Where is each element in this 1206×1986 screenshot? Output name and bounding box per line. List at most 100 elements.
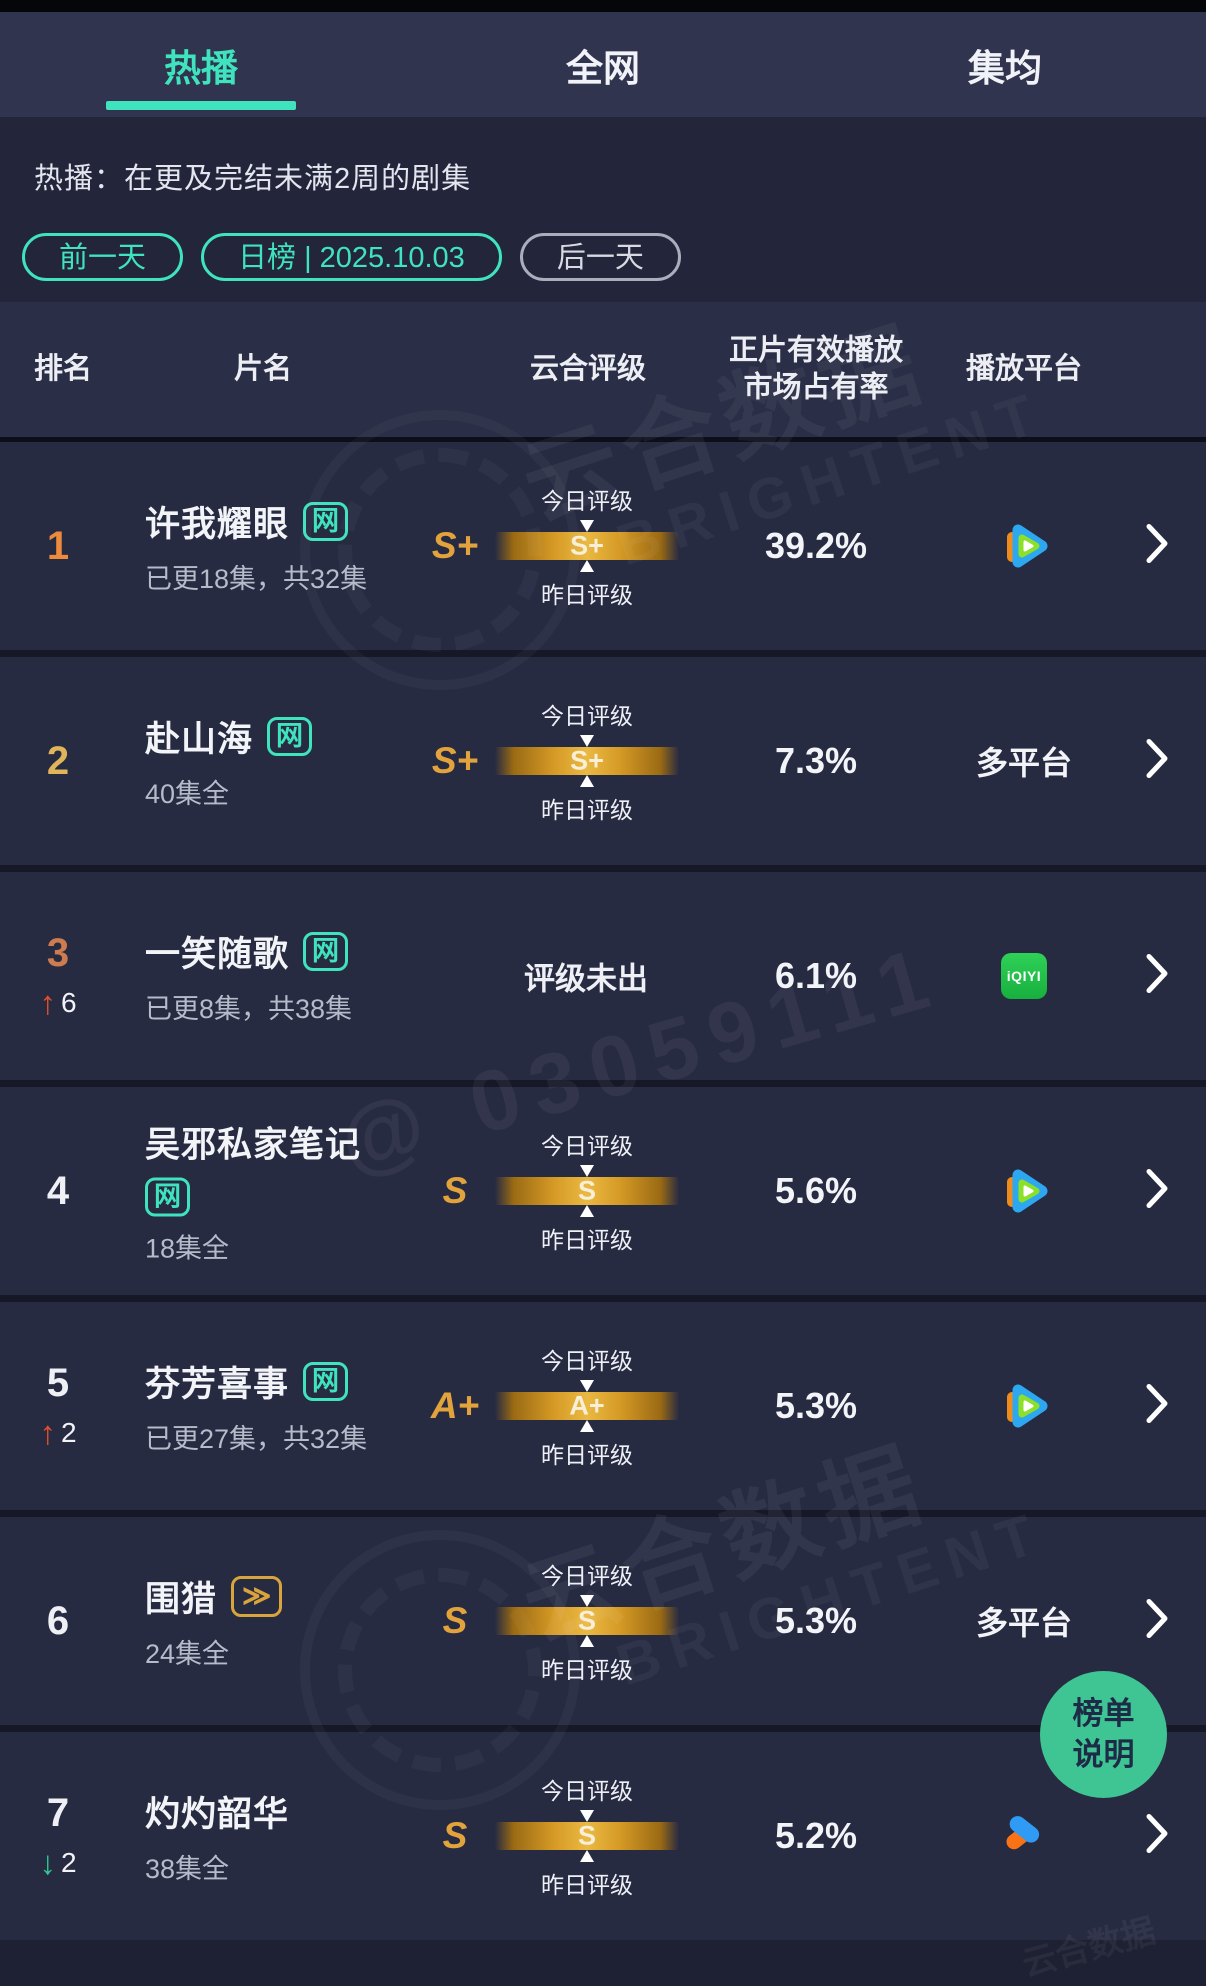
yesterday-rating-label: 昨日评级 [541, 1227, 633, 1253]
rating-bar: 今日评级 S+ 昨日评级 [495, 488, 679, 608]
status-bar [0, 0, 1206, 12]
ranking-list: 1 许我耀眼 网 已更18集，共32集 S+ 今日评级 S+ 昨日评级 39.2… [0, 442, 1206, 1940]
market-share-value: 5.3% [774, 1385, 858, 1426]
rating-grade: S+ [431, 525, 479, 566]
row-detail-chevron-icon[interactable] [1144, 1168, 1170, 1215]
drama-title: 许我耀眼 [145, 505, 290, 544]
drama-title: 一笑随歌 [145, 935, 290, 974]
today-rating-label: 今日评级 [541, 1563, 633, 1589]
today-rating-label: 今日评级 [541, 488, 633, 514]
episode-status: 已更18集，共32集 [145, 564, 368, 594]
tab-all-network[interactable]: 全网 [566, 47, 640, 89]
rating-grade: S [442, 1815, 468, 1856]
yesterday-rating-marker-icon [580, 1420, 594, 1432]
rank-number: 3 [46, 930, 70, 975]
platform-cell [997, 1164, 1051, 1218]
table-row[interactable]: 1 许我耀眼 网 已更18集，共32集 S+ 今日评级 S+ 昨日评级 39.2… [0, 442, 1206, 650]
tencent-video-icon [1007, 524, 1048, 568]
date-controls: 前一天 日榜 | 2025.10.03 后一天 [22, 233, 1206, 281]
row-detail-chevron-icon[interactable] [1144, 738, 1170, 785]
row-detail-chevron-icon[interactable] [1144, 1383, 1170, 1430]
market-share-value: 5.3% [774, 1600, 858, 1641]
tencent-video-icon [1007, 1384, 1048, 1428]
rank-number: 2 [46, 738, 70, 783]
tab-hot[interactable]: 热播 [164, 47, 238, 89]
table-row[interactable]: 5 ↑ 2 芬芳喜事 网 已更27集，共32集 A+ 今日评级 A+ 昨日评级 … [0, 1302, 1206, 1510]
table-header: 排名 片名 云合评级 正片有效播放 市场占有率 播放平台 [0, 302, 1206, 442]
web-drama-badge: 网 [303, 932, 349, 971]
filter-area: 热播：在更及完结未满2周的剧集 前一天 日榜 | 2025.10.03 后一天 [0, 117, 1206, 302]
table-row[interactable]: 4 吴邪私家笔记 网 18集全 S 今日评级 S 昨日评级 5.6% [0, 1087, 1206, 1295]
today-rating-label: 今日评级 [541, 1778, 633, 1804]
yesterday-rating-marker-icon [580, 1205, 594, 1217]
rating-grade: A+ [430, 1385, 480, 1426]
rating-bar: 今日评级 A+ 昨日评级 [495, 1348, 679, 1468]
row-detail-chevron-icon[interactable] [1144, 523, 1170, 570]
rating-bar: 今日评级 S+ 昨日评级 [495, 703, 679, 823]
next-day-button[interactable]: 后一天 [519, 233, 681, 281]
row-detail-chevron-icon[interactable] [1144, 953, 1170, 1000]
yesterday-rating-marker-icon [580, 1850, 594, 1862]
today-rating-label: 今日评级 [541, 703, 633, 729]
web-drama-badge: 网 [267, 717, 313, 756]
rank-trend: ↓ 2 [39, 1844, 76, 1882]
rank-number: 5 [46, 1360, 70, 1405]
no-rating-label: 评级未出 [524, 961, 648, 997]
episode-status: 已更27集，共32集 [145, 1424, 368, 1454]
rating-bar-grade: S [577, 1175, 597, 1206]
rank-up-icon: ↑ [39, 1413, 56, 1451]
date-rank-selector[interactable]: 日榜 | 2025.10.03 [201, 233, 502, 281]
drama-title: 围猎 [145, 1580, 218, 1619]
header-share: 正片有效播放 市场占有率 [728, 333, 904, 404]
previous-day-button[interactable]: 前一天 [22, 233, 184, 281]
yesterday-rating-marker-icon [580, 775, 594, 787]
today-rating-label: 今日评级 [541, 1348, 633, 1374]
tab-per-episode[interactable]: 集均 [968, 47, 1042, 89]
active-tab-underline [106, 101, 296, 110]
drama-title: 灼灼韶华 [145, 1795, 290, 1834]
platform-cell [997, 1379, 1051, 1433]
yesterday-rating-label: 昨日评级 [541, 1657, 633, 1683]
rating-bar: 今日评级 S 昨日评级 [495, 1563, 679, 1683]
web-drama-badge: 网 [303, 502, 349, 541]
table-row[interactable]: 2 赴山海 网 40集全 S+ 今日评级 S+ 昨日评级 7.3% 多平台 [0, 657, 1206, 865]
web-drama-badge: 网 [303, 1362, 349, 1401]
rank-trend-value: 2 [60, 1416, 77, 1448]
multi-platform-label: 多平台 [975, 1605, 1073, 1641]
today-rating-label: 今日评级 [541, 1133, 633, 1159]
platform-cell [997, 519, 1051, 573]
episode-status: 18集全 [145, 1233, 230, 1264]
today-rating-marker-icon [580, 1810, 594, 1822]
yesterday-rating-label: 昨日评级 [541, 1442, 633, 1468]
table-row[interactable]: 3 ↑ 6 一笑随歌 网 已更8集，共38集 评级未出 6.1% iQIYI [0, 872, 1206, 1080]
rank-number: 6 [46, 1598, 70, 1643]
row-detail-chevron-icon[interactable] [1144, 1598, 1170, 1645]
header-rank: 排名 [33, 352, 93, 385]
rank-down-icon: ↓ [39, 1843, 56, 1881]
market-share-value: 39.2% [764, 525, 868, 566]
rating-bar-grade: S [577, 1820, 597, 1851]
yesterday-rating-marker-icon [580, 1635, 594, 1647]
table-row[interactable]: 6 围猎 ≫ 24集全 S 今日评级 S 昨日评级 5.3% 多平台 [0, 1517, 1206, 1725]
row-detail-chevron-icon[interactable] [1144, 1813, 1170, 1860]
rating-bar-grade: S [577, 1605, 597, 1636]
rating-grade: S+ [431, 740, 479, 781]
yesterday-rating-marker-icon [580, 560, 594, 572]
rating-bar-grade: S+ [570, 745, 604, 776]
header-title: 片名 [233, 352, 293, 385]
yesterday-rating-label: 昨日评级 [541, 582, 633, 608]
table-row[interactable]: 7 ↓ 2 灼灼韶华 38集全 S 今日评级 S 昨日评级 5.2% [0, 1732, 1206, 1940]
today-rating-marker-icon [580, 520, 594, 532]
list-description: 热播：在更及完结未满2周的剧集 [34, 163, 472, 195]
today-rating-marker-icon [580, 1165, 594, 1177]
ranking-info-button[interactable]: 榜单 说明 [1040, 1671, 1167, 1798]
episode-status: 24集全 [145, 1639, 230, 1669]
market-share-value: 7.3% [774, 740, 858, 781]
market-share-value: 5.6% [774, 1170, 858, 1211]
rank-up-icon: ↑ [39, 983, 56, 1021]
drama-title: 赴山海 [145, 720, 254, 759]
fast-forward-badge-icon: ≫ [231, 1576, 283, 1617]
rank-number: 1 [46, 523, 70, 568]
episode-status: 40集全 [145, 779, 230, 809]
today-rating-marker-icon [580, 1380, 594, 1392]
